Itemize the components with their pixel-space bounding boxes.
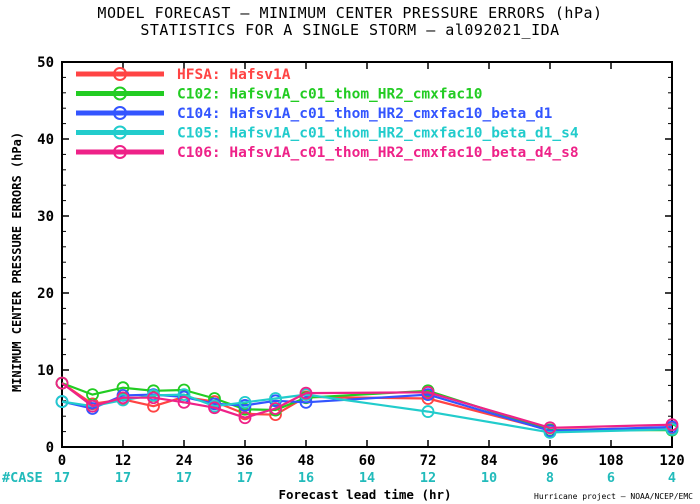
credit-text: Hurricane project — NOAA/NCEP/EMC xyxy=(534,492,693,501)
legend-entry: C106: Hafsv1A_c01_thom_HR2_cmxfac10_beta… xyxy=(76,145,579,161)
case-count: 17 xyxy=(237,470,253,486)
data-point xyxy=(421,405,435,418)
data-point xyxy=(543,421,557,435)
chart-subtitle: STATISTICS FOR A SINGLE STORM — al092021… xyxy=(140,21,560,39)
x-tick-label: 108 xyxy=(598,453,623,469)
data-point xyxy=(55,395,69,408)
chart-title: MODEL FORECAST — MINIMUM CENTER PRESSURE… xyxy=(97,4,603,22)
data-point xyxy=(116,391,130,405)
x-tick-label: 96 xyxy=(542,453,559,469)
case-count: 17 xyxy=(176,470,192,486)
data-point xyxy=(238,402,252,416)
data-point xyxy=(665,418,679,432)
x-tick-label: 0 xyxy=(58,453,66,469)
case-count: 12 xyxy=(420,470,436,486)
data-point xyxy=(86,399,99,413)
case-count: 6 xyxy=(607,470,615,486)
x-tick-label: 36 xyxy=(237,453,254,469)
legend-label: C105: Hafsv1A_c01_thom_HR2_cmxfac10_beta… xyxy=(177,126,579,142)
data-point xyxy=(238,395,252,409)
case-count: 8 xyxy=(546,470,554,486)
case-count: 4 xyxy=(668,470,676,486)
legend-marker xyxy=(113,145,127,159)
x-tick-label: 84 xyxy=(481,453,498,469)
data-point xyxy=(421,385,435,399)
legend-marker xyxy=(113,106,127,120)
legend-entry: C104: Hafsv1A_c01_thom_HR2_cmxfac10_beta… xyxy=(76,106,553,122)
data-point xyxy=(55,376,69,390)
legend-label: C106: Hafsv1A_c01_thom_HR2_cmxfac10_beta… xyxy=(177,145,579,161)
case-count: 17 xyxy=(115,470,131,486)
case-label: #CASE xyxy=(2,470,43,486)
x-tick-label: 48 xyxy=(298,453,315,469)
data-point xyxy=(208,401,221,415)
x-tick-label: 60 xyxy=(359,453,376,469)
case-count: 16 xyxy=(298,470,314,486)
x-tick-label: 72 xyxy=(420,453,437,469)
legend-entry: C105: Hafsv1A_c01_thom_HR2_cmxfac10_beta… xyxy=(76,125,579,142)
x-tick-label: 12 xyxy=(115,453,132,469)
x-tick-label: 24 xyxy=(176,453,193,469)
series-4 xyxy=(55,376,679,435)
y-tick-label: 40 xyxy=(37,132,54,148)
data-point xyxy=(665,422,679,436)
data-point xyxy=(299,395,313,409)
y-tick-label: 20 xyxy=(37,286,54,302)
legend-entry: HFSA: Hafsv1A xyxy=(76,67,291,83)
data-point xyxy=(177,395,191,409)
data-point xyxy=(177,388,191,402)
legend-marker xyxy=(113,86,127,101)
series-3 xyxy=(55,388,679,439)
data-point xyxy=(147,391,160,405)
y-tick-label: 50 xyxy=(37,55,54,71)
data-point xyxy=(269,402,282,415)
legend-marker xyxy=(113,125,127,140)
data-point xyxy=(116,381,130,395)
legend-label: HFSA: Hafsv1A xyxy=(177,67,291,83)
case-count: 17 xyxy=(54,470,70,486)
legend-marker xyxy=(113,67,127,81)
data-point xyxy=(269,392,282,405)
x-tick-label: 120 xyxy=(659,453,684,469)
case-count: 10 xyxy=(481,470,497,486)
x-axis-label: Forecast lead time (hr) xyxy=(278,487,451,502)
y-axis-label: MINIMUM CENTER PRESSURE ERRORS (hPa) xyxy=(10,132,24,392)
case-count: 14 xyxy=(359,470,375,486)
data-point xyxy=(238,411,252,425)
legend-label: C104: Hafsv1A_c01_thom_HR2_cmxfac10_beta… xyxy=(177,106,553,122)
y-tick-label: 30 xyxy=(37,209,54,225)
legend-entry: C102: Hafsv1A_c01_thom_HR2_cmxfac10 xyxy=(76,86,483,103)
y-tick-label: 0 xyxy=(46,440,54,456)
y-tick-label: 10 xyxy=(37,363,54,379)
data-point xyxy=(299,386,313,400)
legend-label: C102: Hafsv1A_c01_thom_HR2_cmxfac10 xyxy=(177,87,483,103)
